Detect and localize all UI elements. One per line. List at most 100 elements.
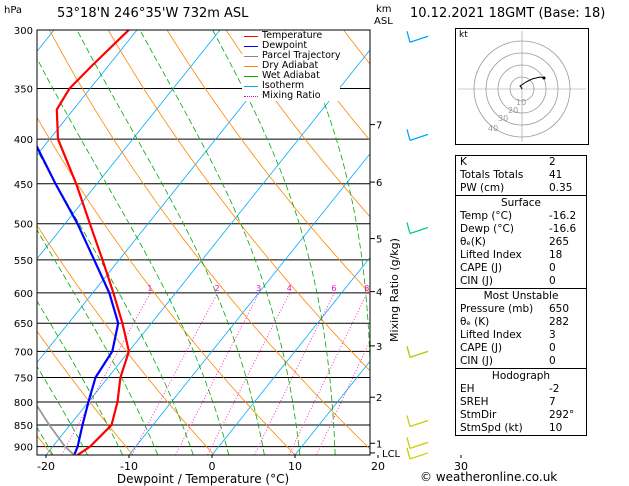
km-tick-label: 1: [376, 439, 382, 450]
legend-dry-adiabat: Dry Adiabat: [242, 61, 340, 71]
surface-row-temp: Temp (°C) -16.2: [460, 210, 577, 222]
km-tick-label: 5: [376, 235, 382, 246]
isotherm-line: [294, 360, 370, 455]
surface-row-dewp: Dewp (°C) -16.6: [460, 223, 577, 235]
temp-tick-label: 30: [454, 460, 468, 473]
surface-row-cin: CIN (J) 0: [460, 275, 556, 287]
wind-barb-flag: [406, 129, 411, 141]
temp-tick-label: -20: [37, 460, 55, 473]
mixing-ratio-line: [254, 292, 335, 455]
legend-temperature: Temperature: [242, 31, 340, 41]
dry-adiabat: [225, 30, 370, 218]
mixing-ratio-label: 6: [331, 284, 336, 293]
km-axis-label: km: [376, 4, 392, 15]
mu-row-cape: CAPE (J) 0: [460, 342, 556, 354]
wind-barb: [409, 350, 429, 358]
dry-adiabat: [37, 330, 134, 455]
km-tick-label: 4: [376, 288, 382, 299]
km-tick-label: 2: [376, 393, 382, 404]
isotherm-line: [37, 30, 221, 260]
hodograph-ring-label: 20: [508, 106, 518, 115]
mu-title: Most Unstable: [483, 290, 559, 302]
hodograph-trace: [519, 76, 545, 90]
wind-barb-flag: [406, 222, 411, 234]
isotherm-line: [211, 256, 370, 455]
hodo-row-eh: EH -2: [460, 383, 560, 395]
temp-tick-label: 0: [209, 460, 216, 473]
dry-adiabat: [166, 30, 370, 295]
chart-legend: Temperature Dewpoint Parcel Trajectory D…: [242, 31, 341, 101]
index-row-totals: Totals Totals 41: [460, 169, 563, 181]
wet-adiabat: [37, 57, 230, 455]
wind-barb-flag: [406, 346, 411, 358]
surface-row-li: Lifted Index 18: [460, 249, 563, 261]
isotherm-line: [37, 30, 138, 156]
wet-adiabat: [76, 30, 265, 455]
wind-barb-flag: [406, 31, 411, 43]
copyright: © weatheronline.co.uk: [420, 470, 558, 484]
temp-tick-label: 10: [288, 460, 302, 473]
dewpoint-line: [37, 144, 120, 455]
hodograph-ring-label: 40: [488, 124, 498, 133]
dry-adiabat: [107, 30, 370, 372]
mixing-ratio-label: 1: [147, 284, 152, 293]
mixing-ratio-line: [131, 292, 218, 455]
temp-tick-label: -10: [120, 460, 138, 473]
dry-adiabat: [49, 30, 370, 450]
pressure-tick-label: 300: [14, 26, 33, 37]
lcl-label: LCL: [382, 449, 401, 460]
surface-row-theta-e: θₑ(K) 265: [460, 236, 570, 248]
wind-barb: [409, 441, 429, 450]
wind-barb: [409, 452, 429, 460]
legend-wet-adiabat: Wet Adiabat: [242, 71, 340, 81]
temperature-line: [55, 30, 131, 455]
hodo-stats-title: Hodograph: [491, 370, 551, 382]
index-row-pw: PW (cm) 0.35: [460, 182, 573, 194]
wet-adiabat: [37, 149, 194, 455]
mixing-ratio-axis-label: Mixing Ratio (g/kg): [388, 238, 401, 342]
mu-row-theta-e: θₑ (K) 282: [460, 316, 570, 328]
hpa-axis-label: hPa: [4, 5, 23, 16]
km-tick-label: 3: [376, 342, 382, 353]
x-axis-label: Dewpoint / Temperature (°C): [117, 472, 289, 486]
plot-frame: [36, 29, 371, 456]
mu-row-cin: CIN (J) 0: [460, 355, 556, 367]
mixing-ratio-line: [61, 292, 151, 455]
dry-adiabat: [37, 116, 296, 455]
surface-title: Surface: [500, 197, 541, 209]
hodograph-kt-label: kt: [459, 30, 468, 40]
wet-adiabat: [212, 30, 336, 455]
wind-barb-flag: [406, 415, 411, 427]
mixing-ratio-label: 4: [287, 284, 292, 293]
dry-adiabat: [37, 224, 215, 455]
wind-barb: [409, 226, 429, 235]
pressure-tick-label: 700: [14, 347, 33, 358]
pressure-tick-label: 600: [14, 289, 33, 300]
parcel-line: [37, 404, 75, 455]
pressure-tick-label: 750: [14, 374, 33, 385]
wind-barb: [409, 35, 429, 43]
asl-axis-label: ASL: [374, 16, 393, 27]
wet-adiabat: [37, 229, 159, 455]
pressure-tick-label: 400: [14, 135, 33, 146]
hodograph-ring-label: 10: [516, 98, 526, 107]
hodo-row-stmspd: StmSpd (kt) 10: [460, 422, 563, 434]
km-tick-label: 6: [376, 178, 382, 189]
pressure-tick-label: 500: [14, 220, 33, 231]
pressure-tick-label: 850: [14, 421, 33, 432]
hodograph-end-point: [542, 76, 546, 80]
mixing-ratio-line: [316, 340, 370, 455]
hodo-row-stmdir: StmDir 292°: [460, 409, 575, 421]
pressure-tick-label: 650: [14, 319, 33, 330]
pressure-tick-label: 800: [14, 398, 33, 409]
legend-dewpoint: Dewpoint: [242, 41, 340, 51]
location-title: 53°18'N 246°35'W 732m ASL: [57, 6, 249, 21]
hodograph-panel: kt 10 20 30 40: [455, 28, 589, 145]
mixing-ratio-label: 2: [215, 284, 220, 293]
mixing-ratio-line: [175, 292, 260, 455]
wind-barb: [409, 419, 429, 428]
hodograph-ring-label: 30: [498, 114, 508, 123]
